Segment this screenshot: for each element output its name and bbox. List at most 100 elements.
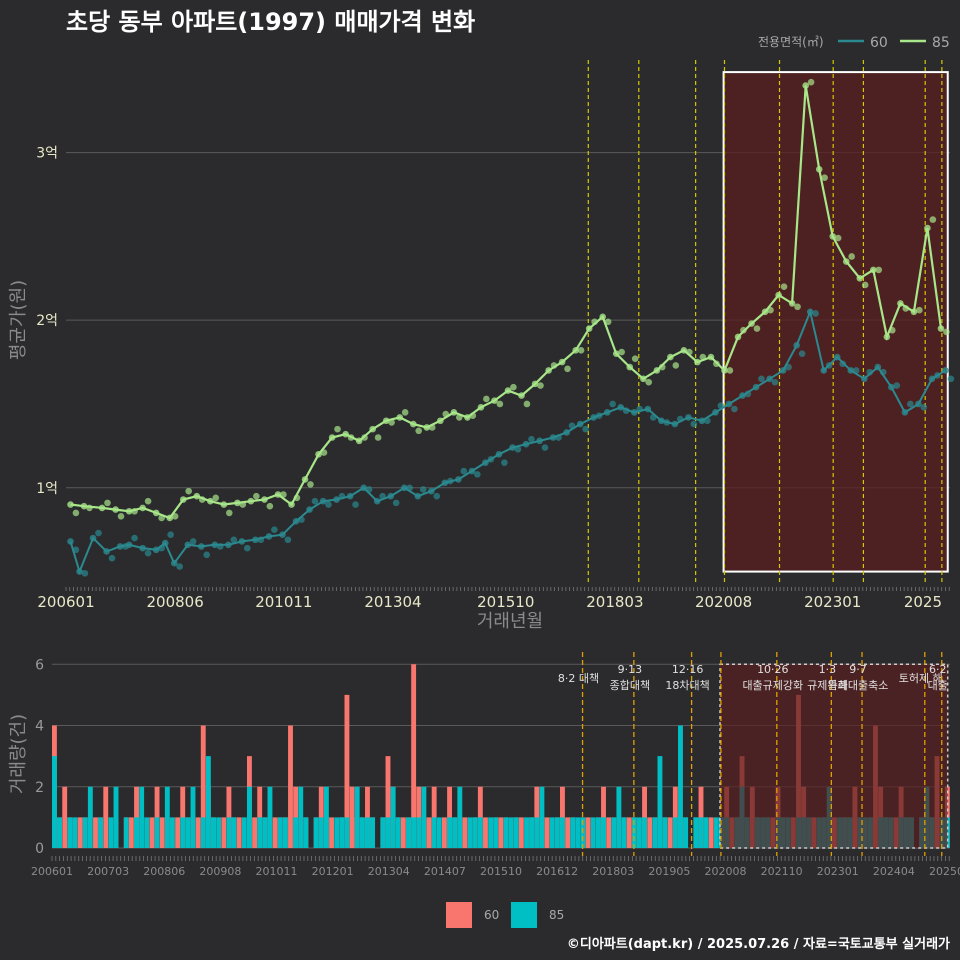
volume-bar-85	[385, 817, 391, 848]
data-point-85	[98, 504, 106, 512]
data-point-85	[726, 367, 734, 374]
volume-bar-85	[313, 817, 319, 848]
data-point-60	[487, 455, 495, 463]
x-tick-label: 201510	[477, 593, 534, 611]
volume-bar-85	[698, 817, 704, 848]
volume-bar-60	[93, 817, 98, 848]
data-point-85	[423, 424, 431, 431]
data-point-60	[346, 492, 354, 500]
volume-bar-85	[231, 817, 237, 848]
data-point-60	[338, 492, 346, 500]
volume-bar-85	[282, 817, 288, 848]
data-point-60	[879, 368, 887, 376]
data-point-85	[523, 400, 531, 408]
data-point-85	[870, 266, 877, 274]
legend-label-85: 85	[932, 35, 950, 51]
volume-bar-60	[77, 817, 83, 848]
volume-bar-85	[277, 817, 283, 848]
data-point-85	[117, 512, 125, 520]
volume-bar-85	[67, 817, 73, 848]
data-point-60	[455, 476, 462, 483]
data-point-85	[761, 308, 769, 316]
data-point-85	[131, 507, 138, 515]
data-point-85	[550, 362, 558, 369]
volume-bar-85	[575, 817, 581, 848]
volume-bar-85	[216, 817, 222, 848]
highlight-box-volume	[719, 663, 949, 849]
data-point-85	[577, 347, 585, 354]
volume-bar-85	[323, 786, 329, 848]
data-point-85	[144, 497, 152, 505]
data-point-85	[612, 350, 620, 357]
volume-bar-60	[200, 725, 206, 848]
data-point-85	[374, 434, 382, 441]
volume-bar-85	[211, 817, 216, 848]
data-point-60	[211, 541, 219, 549]
volume-bar-60	[385, 756, 391, 848]
data-point-60	[901, 409, 909, 416]
data-point-60	[785, 363, 792, 371]
x-tick-label-volume: 201011	[256, 865, 298, 878]
data-point-60	[203, 551, 211, 559]
volume-bar-85	[657, 756, 663, 848]
volume-bar-60	[441, 817, 447, 848]
data-point-85	[721, 367, 728, 374]
data-point-60	[392, 499, 400, 507]
x-tick-label-volume: 201803	[592, 865, 634, 878]
data-point-60	[495, 450, 503, 458]
volume-bar-85	[72, 817, 78, 848]
data-point-85	[504, 387, 512, 394]
volume-bar-85	[621, 817, 627, 848]
data-point-85	[409, 420, 417, 428]
policy-label: 토허제 해	[899, 671, 943, 685]
volume-bar-85	[503, 817, 509, 848]
data-point-85	[355, 437, 363, 445]
policy-label: 6·2	[929, 663, 947, 676]
data-point-85	[794, 303, 801, 311]
data-point-60	[766, 375, 773, 383]
data-point-85	[396, 414, 404, 421]
x-tick-label-volume: 200806	[143, 865, 185, 878]
volume-bar-85	[411, 817, 417, 848]
volume-bar-85	[554, 817, 560, 848]
x-tick-label: 200601	[37, 593, 94, 611]
data-point-60	[468, 467, 476, 475]
data-point-85	[713, 360, 720, 368]
data-point-60	[501, 459, 508, 466]
volume-bar-85	[529, 817, 535, 848]
data-point-60	[379, 492, 386, 500]
volume-bar-60	[585, 817, 591, 848]
volume-bar-60	[483, 817, 488, 848]
y-axis-title: 평균가(원)	[8, 280, 29, 360]
volume-bar-60	[288, 725, 293, 848]
data-point-60	[252, 536, 259, 544]
volume-bar-85	[226, 817, 232, 848]
data-point-60	[116, 543, 124, 550]
data-point-60	[514, 445, 522, 453]
volume-bar-85	[678, 725, 683, 848]
y-tick-label-volume: 6	[35, 657, 44, 673]
data-point-60	[528, 435, 535, 443]
volume-bar-85	[190, 786, 196, 848]
volume-bar-85	[416, 817, 422, 848]
data-point-60	[744, 390, 752, 398]
volume-bar-85	[205, 756, 211, 848]
data-point-60	[298, 516, 305, 523]
volume-bar-85	[431, 817, 437, 848]
x-tick-label: 202008	[695, 593, 752, 611]
volume-bar-85	[52, 756, 57, 848]
x-tick-label-volume: 201201	[312, 865, 354, 878]
data-point-85	[158, 514, 165, 522]
data-point-60	[161, 539, 169, 547]
data-point-60	[595, 412, 603, 420]
data-point-85	[464, 414, 471, 421]
data-point-60	[198, 543, 205, 550]
data-point-85	[288, 501, 295, 508]
data-point-85	[658, 363, 666, 371]
data-point-85	[653, 367, 661, 374]
data-point-85	[320, 449, 328, 456]
data-point-85	[640, 375, 647, 383]
data-point-60	[725, 400, 733, 408]
